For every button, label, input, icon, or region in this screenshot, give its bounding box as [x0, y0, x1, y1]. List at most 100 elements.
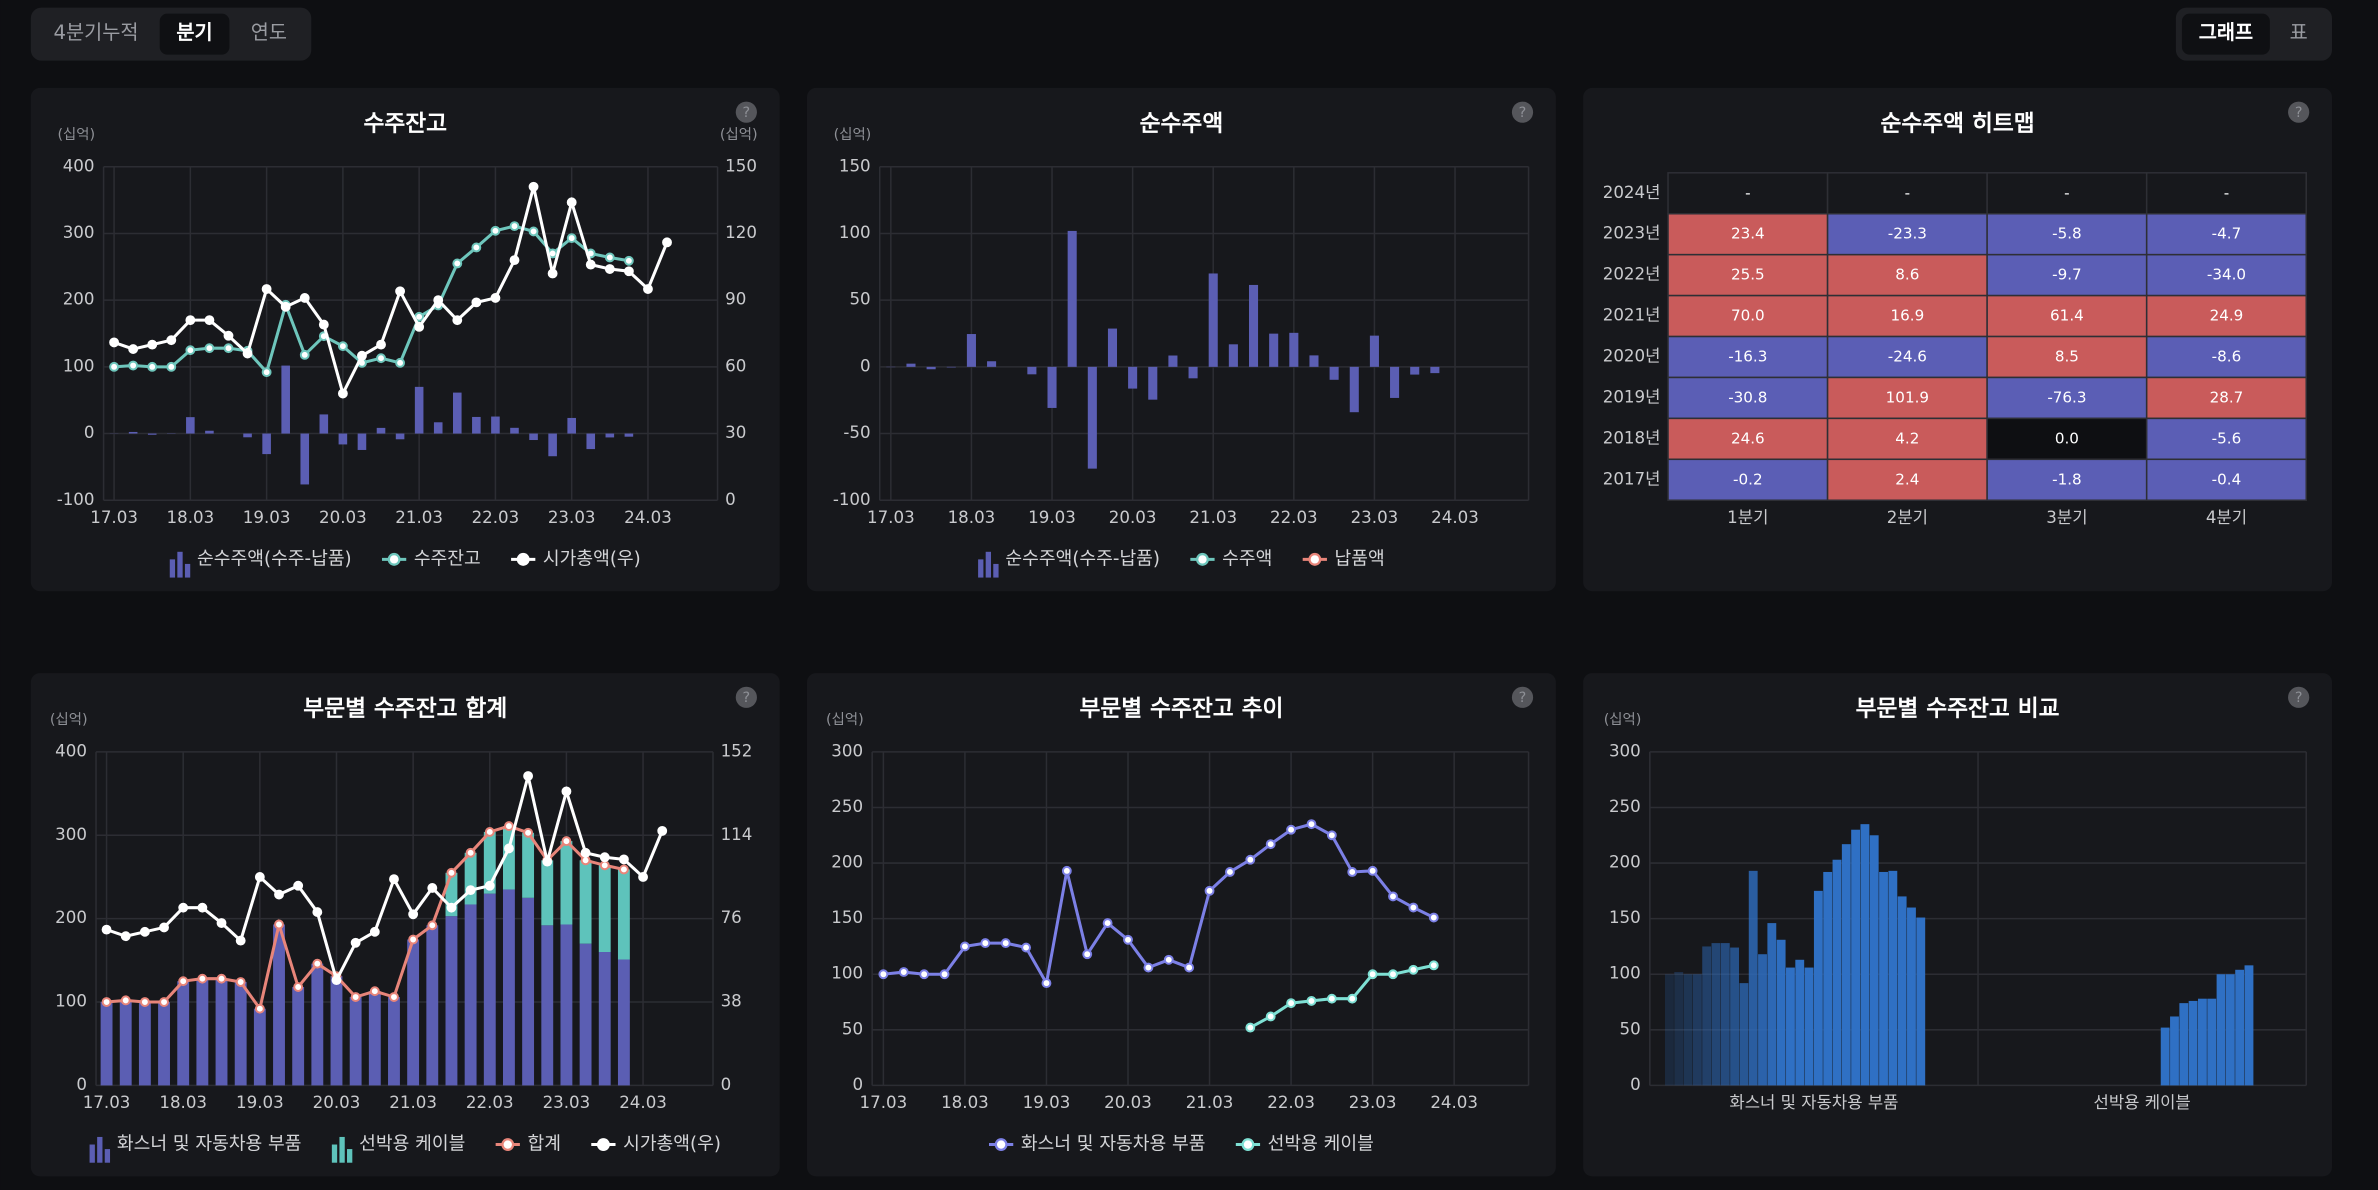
bar [502, 889, 515, 1086]
x-tick-label: 18.03 [159, 1093, 207, 1112]
point [101, 997, 112, 1007]
point [471, 297, 482, 308]
heat-cell [1826, 417, 1988, 461]
point [618, 854, 629, 865]
point [604, 252, 615, 263]
bar [1128, 366, 1138, 389]
point [599, 860, 610, 871]
legend-icon [1196, 552, 1209, 566]
point [1245, 854, 1256, 865]
x-tick-label: 19.03 [236, 1093, 284, 1112]
legend: 화스너 및 자동차용 부품 선박용 케이블 [988, 1134, 1374, 1155]
cell-label: -0.4 [2212, 470, 2242, 488]
chart-title: 부문별 수주잔고 추이 [1079, 696, 1283, 722]
y-tick-label: 100 [831, 964, 863, 983]
bar [1269, 333, 1279, 367]
bar [1720, 943, 1730, 1086]
line [106, 824, 625, 1013]
bar [196, 978, 209, 1086]
point [1021, 942, 1032, 953]
help-icon[interactable] [2288, 101, 2310, 123]
legend-label: 순수주액(수주-납품) [197, 548, 352, 569]
help-icon[interactable] [735, 686, 757, 708]
cell-label: 24.9 [2210, 307, 2244, 325]
point [414, 321, 425, 332]
y-unit: (십억) [50, 711, 88, 728]
y-tick-label: 50 [1620, 1019, 1641, 1038]
cell-label: -76.3 [2047, 388, 2086, 406]
point [389, 874, 399, 885]
point [299, 293, 310, 303]
point [1286, 824, 1297, 835]
help-icon[interactable] [2288, 686, 2310, 708]
help-icon-label: ? [1519, 105, 1527, 121]
point [623, 255, 634, 266]
bar [1739, 983, 1749, 1086]
help-icon[interactable] [1511, 101, 1534, 123]
bar [2244, 965, 2254, 1086]
bar [1665, 974, 1674, 1086]
bar [338, 433, 348, 445]
point [1408, 902, 1419, 913]
legend-icon [347, 1149, 353, 1163]
point [1041, 978, 1052, 989]
tab[interactable]: 4분기누적 [54, 21, 139, 44]
point [1082, 949, 1093, 960]
view-option[interactable]: 그래프 [2199, 21, 2253, 44]
bar [987, 361, 997, 367]
point [254, 872, 265, 882]
point [395, 357, 406, 368]
bar [579, 943, 592, 1086]
point [408, 934, 419, 945]
point [408, 909, 419, 920]
bar [1702, 946, 1712, 1086]
cell-label: 16.9 [1890, 307, 1924, 325]
point [185, 345, 196, 356]
bar [2197, 998, 2207, 1086]
point [350, 937, 361, 948]
point [254, 1003, 265, 1014]
point [159, 922, 169, 933]
y2-tick-label: 76 [721, 908, 742, 927]
legend-label: 합계 [527, 1134, 560, 1155]
legend-icon [596, 1138, 610, 1151]
y2-tick-label: 0 [721, 1075, 732, 1094]
cell-label: 25.5 [1731, 266, 1765, 284]
help-icon[interactable] [735, 101, 757, 123]
bar [357, 433, 367, 450]
point [484, 827, 495, 837]
help-icon[interactable] [1511, 686, 1534, 708]
line [883, 822, 1435, 988]
point [109, 361, 120, 372]
bar [464, 852, 477, 905]
bar [522, 832, 535, 898]
y-tick-label: 400 [63, 156, 95, 175]
heat-cell [1826, 458, 1988, 502]
tab[interactable]: 분기 [176, 21, 212, 44]
heat-cell [1826, 294, 1988, 338]
point [446, 902, 457, 913]
cell-label: -24.6 [1888, 348, 1927, 366]
point [299, 349, 310, 360]
view-option[interactable]: 표 [2290, 21, 2308, 44]
heat-cell [2145, 335, 2307, 379]
point [528, 226, 539, 237]
legend-icon [387, 552, 401, 566]
y-tick-label: 200 [831, 853, 863, 872]
tab[interactable]: 연도 [251, 21, 287, 44]
point [1123, 934, 1133, 945]
legend-label: 수주액 [1222, 548, 1272, 569]
legend-label: 화스너 및 자동차용 부품 [1021, 1134, 1206, 1155]
x-tick-label: 1분기 [1727, 508, 1768, 527]
bar [368, 991, 381, 1086]
point [395, 286, 406, 297]
bar [1804, 967, 1814, 1086]
bar [445, 916, 458, 1086]
bar [1851, 829, 1861, 1086]
point [128, 344, 139, 354]
point [1265, 839, 1276, 850]
x-tick-label: 22.03 [1267, 1093, 1315, 1112]
point [504, 821, 514, 832]
cell-label: 28.7 [2210, 388, 2244, 406]
